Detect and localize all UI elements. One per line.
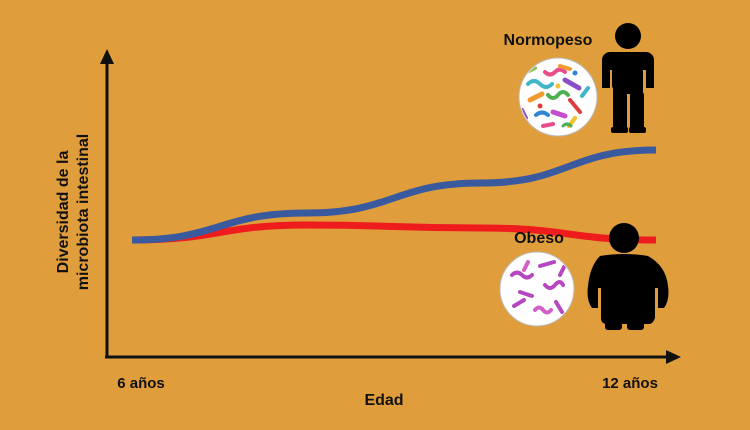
series-label-obeso: Obeso bbox=[514, 230, 564, 247]
y-axis-arrow bbox=[100, 49, 114, 64]
series-line-obeso bbox=[131, 221, 657, 244]
x-tick-label-end: 12 años bbox=[602, 375, 658, 392]
series-line-normopeso bbox=[131, 146, 657, 244]
y-axis-label-line1: Diversidad de la bbox=[55, 151, 72, 274]
x-axis-arrow bbox=[666, 350, 681, 364]
slim-person-backpack-icon bbox=[602, 23, 654, 133]
low-diversity-bacteria-circle-icon bbox=[499, 251, 575, 327]
obese-person-icon bbox=[587, 223, 669, 330]
x-axis-label: Edad bbox=[364, 392, 403, 409]
series-label-normopeso: Normopeso bbox=[504, 32, 593, 49]
axes bbox=[100, 49, 681, 364]
series-layer bbox=[131, 146, 657, 244]
x-tick-label-start: 6 años bbox=[117, 375, 165, 392]
diverse-bacteria-circle-icon bbox=[518, 57, 598, 137]
y-axis-label-line2: microbiota intestinal bbox=[75, 134, 92, 290]
